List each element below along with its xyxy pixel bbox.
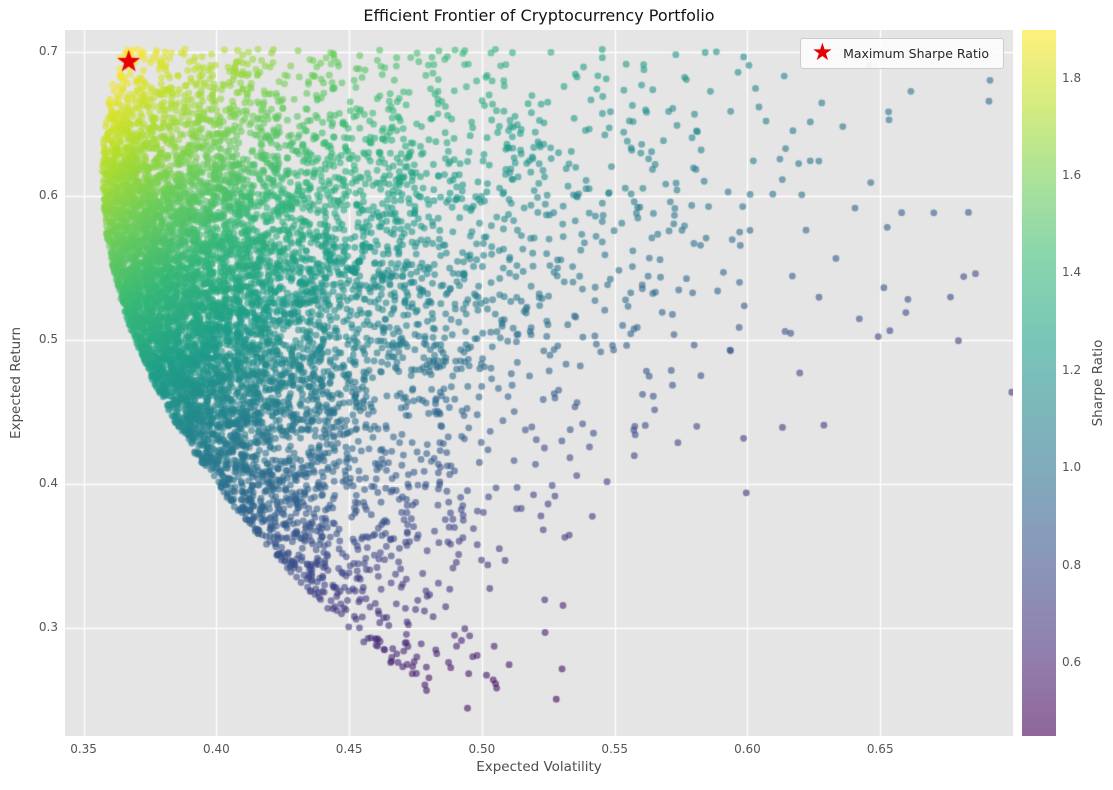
y-tick-label: 0.6 (38, 187, 58, 202)
colorbar-tick-label: 1.2 (1062, 362, 1082, 377)
x-tick-label: 0.45 (335, 742, 363, 756)
y-tick-label: 0.5 (38, 331, 58, 346)
colorbar-tick-label: 1.6 (1062, 168, 1082, 183)
colorbar-label: Sharpe Ratio (1090, 339, 1106, 427)
colorbar-gradient (1022, 30, 1056, 736)
colorbar-tick-label: 1.8 (1062, 70, 1082, 85)
legend-label: Maximum Sharpe Ratio (843, 46, 989, 61)
chart-title: Efficient Frontier of Cryptocurrency Por… (363, 6, 715, 25)
x-tick-label: 0.35 (70, 742, 97, 756)
x-tick-label: 0.60 (734, 742, 761, 756)
colorbar-tick-label: 1.4 (1062, 265, 1082, 280)
y-axis-label: Expected Return (8, 326, 24, 440)
max-sharpe-star-icon: ★ (811, 37, 834, 66)
legend: ★ Maximum Sharpe Ratio (799, 37, 1004, 69)
x-tick-label: 0.50 (468, 742, 496, 756)
colorbar-tick-label: 0.6 (1062, 654, 1082, 669)
colorbar-tick-label: 0.8 (1062, 557, 1082, 572)
x-axis-label: Expected Volatility (476, 759, 602, 775)
colorbar (1022, 30, 1056, 736)
x-tick-label: 0.55 (601, 742, 629, 756)
y-tick-label: 0.3 (38, 619, 58, 634)
y-tick-label: 0.4 (38, 475, 58, 490)
y-tick-label: 0.7 (38, 43, 58, 58)
x-tick-label: 0.65 (866, 742, 894, 756)
x-tick-label: 0.40 (203, 742, 230, 756)
plot-area: ★ Maximum Sharpe Ratio (65, 30, 1013, 736)
colorbar-tick-label: 1.0 (1062, 460, 1082, 475)
scatter-canvas (65, 30, 1013, 736)
